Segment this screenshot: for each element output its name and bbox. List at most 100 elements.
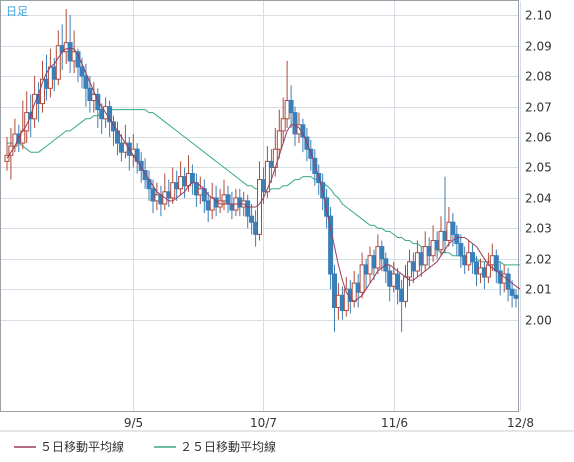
candle-body xyxy=(395,273,401,290)
candle-up xyxy=(4,137,10,171)
y-tick-label: 2.08 xyxy=(525,70,552,84)
candle-body xyxy=(245,200,251,217)
candle-down xyxy=(509,280,515,308)
candle-body xyxy=(79,66,85,77)
candle-down xyxy=(245,194,251,229)
candle-body xyxy=(193,182,199,196)
candle-body xyxy=(40,78,45,105)
period-label: 日足 xyxy=(6,5,28,18)
candle-body xyxy=(403,276,408,302)
candle-body xyxy=(450,221,456,235)
candle-body xyxy=(55,45,61,80)
y-axis-ticks: 2.10 2.09 2.08 2.07 2.06 2.05 2.04 2.03 2.02 2.01… xyxy=(525,9,552,328)
candle-body xyxy=(418,252,424,266)
candle-up xyxy=(276,109,282,159)
candle-body xyxy=(509,288,515,296)
candle-body xyxy=(8,145,14,156)
candle-body xyxy=(351,282,357,302)
y-tick-label: 2.09 xyxy=(525,40,552,54)
candle-down xyxy=(458,234,464,268)
candle-body xyxy=(458,243,464,257)
y-tick-label: 2.04 xyxy=(525,192,552,206)
y-tick-label: 2.00 xyxy=(525,314,552,328)
candle-body xyxy=(328,215,334,275)
candle-down xyxy=(83,63,89,107)
ma5-layer xyxy=(6,48,521,303)
candle-body xyxy=(225,194,231,205)
candle-body xyxy=(276,130,282,150)
candle-body xyxy=(257,179,262,235)
candle-body xyxy=(367,255,373,275)
candle-body xyxy=(462,255,468,266)
candle-up xyxy=(280,97,286,144)
candle-down xyxy=(288,85,294,128)
candle-down xyxy=(95,88,101,128)
candle-body xyxy=(410,261,416,272)
candle-body xyxy=(387,270,393,287)
candle-up xyxy=(359,252,365,299)
candle-body xyxy=(513,294,519,299)
candle-body xyxy=(205,200,211,211)
candle-body xyxy=(24,112,30,132)
candle-down xyxy=(395,267,401,305)
candle-body xyxy=(489,255,495,266)
candle-body xyxy=(332,273,337,308)
candle-body xyxy=(280,118,286,132)
candle-body xyxy=(209,197,215,211)
candle-body xyxy=(221,194,227,202)
legend-ma5-label: ５日移動平均線 xyxy=(40,439,124,454)
candle-up xyxy=(170,167,176,204)
candle-down xyxy=(513,289,519,308)
y-tick-label: 2.03 xyxy=(525,222,552,236)
candle-body xyxy=(249,215,255,223)
candle-up xyxy=(24,91,30,144)
candle-body xyxy=(178,176,184,190)
candle-body xyxy=(470,252,476,263)
candle-up xyxy=(40,60,45,113)
candle-body xyxy=(51,66,57,80)
candle-body xyxy=(107,106,113,123)
candle-body xyxy=(379,246,385,260)
candle-body xyxy=(197,188,203,196)
candle-body xyxy=(138,160,144,171)
candle-body xyxy=(284,100,290,120)
candle-body xyxy=(154,194,160,202)
candle-up xyxy=(8,127,14,180)
candle-body xyxy=(446,221,452,241)
candle-body xyxy=(264,160,270,193)
candle-body xyxy=(111,121,116,132)
candle-body xyxy=(474,261,479,275)
x-tick-label: 10/7 xyxy=(250,416,277,430)
candle-body xyxy=(83,75,89,89)
x-tick-label: 12/8 xyxy=(507,416,534,430)
legend-ma25-label: ２５日移動平均線 xyxy=(180,439,276,454)
y-tick-label: 2.06 xyxy=(525,131,552,145)
candle-body xyxy=(4,154,10,162)
candle-down xyxy=(111,115,116,147)
x-tick-label: 9/5 xyxy=(124,416,143,430)
candle-body xyxy=(359,264,365,293)
candle-down xyxy=(379,240,385,271)
grid-layer xyxy=(1,1,521,411)
candle-up xyxy=(32,76,38,128)
candle-body xyxy=(142,170,148,181)
y-tick-label: 2.01 xyxy=(525,283,552,297)
candle-body xyxy=(324,197,330,217)
candle-body xyxy=(174,182,180,190)
x-tick-label: 11/6 xyxy=(381,416,408,430)
candle-body xyxy=(485,264,491,278)
candle-body xyxy=(288,100,294,114)
candle-body xyxy=(422,246,428,266)
candle-body xyxy=(335,294,341,308)
candle-down xyxy=(292,106,298,147)
candle-body xyxy=(67,42,73,62)
candle-body xyxy=(229,203,235,211)
candle-body xyxy=(189,173,195,184)
candle-body xyxy=(438,230,444,251)
candle-up xyxy=(257,161,262,241)
y-tick-label: 2.07 xyxy=(525,101,552,115)
candle-body xyxy=(118,142,124,153)
candle-body xyxy=(493,255,499,272)
